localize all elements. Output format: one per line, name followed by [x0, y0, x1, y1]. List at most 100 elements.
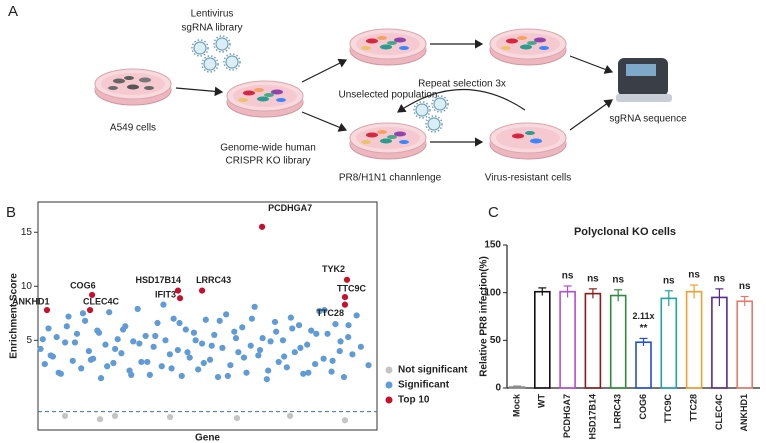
data-point [111, 412, 119, 420]
data-point [275, 358, 282, 366]
x-tick-label: HSD17B14 [587, 394, 597, 440]
data-point [265, 367, 272, 374]
y-tick-label: 10 [21, 281, 33, 292]
point-label: IFIT3 [155, 290, 176, 300]
plot-frame [37, 201, 378, 431]
point-label: TYK2 [322, 264, 345, 274]
data-point [85, 348, 92, 355]
data-point [144, 358, 151, 366]
x-tick-label: ANKHD1 [739, 394, 749, 432]
data-point [43, 306, 51, 314]
data-point [174, 346, 181, 354]
data-point [37, 345, 44, 353]
data-point [130, 338, 137, 345]
data-point [82, 317, 89, 324]
point-label: COG6 [70, 280, 96, 290]
data-point [263, 376, 270, 383]
data-point [174, 287, 182, 294]
data-point [219, 344, 226, 351]
point-label: TTC28 [316, 308, 344, 318]
data-point [329, 357, 336, 364]
data-point [206, 356, 214, 363]
diagram-label: Unselected population [339, 90, 438, 101]
data-point [110, 359, 117, 367]
diagram-label: Repeat selection 3x [418, 79, 506, 90]
data-point [251, 303, 258, 310]
data-point [146, 371, 153, 378]
data-point [39, 336, 46, 343]
data-point [232, 335, 240, 342]
data-point [353, 312, 360, 319]
bar [660, 297, 678, 389]
data-point [341, 293, 349, 301]
diagram-label: Lentivirus [191, 9, 234, 20]
data-point [286, 412, 294, 420]
y-tick-label: 0 [495, 383, 501, 394]
data-point [267, 338, 274, 345]
x-axis-label: Gene [195, 433, 220, 443]
data-point [259, 335, 266, 342]
data-point [305, 369, 312, 376]
point-label: PCDHGA7 [268, 203, 312, 213]
data-point [79, 310, 87, 317]
data-point [231, 328, 238, 335]
bar [609, 294, 627, 389]
data-point [337, 338, 344, 345]
legend-marker [385, 381, 393, 389]
x-tick-label: CLEC4C [714, 394, 724, 431]
workflow-diagram: Lentivirus sgRNA library A549 cells Geno… [94, 9, 687, 184]
data-point [320, 355, 327, 362]
data-point [95, 329, 103, 336]
diagram-label: A549 cells [110, 123, 156, 134]
data-point [71, 339, 79, 346]
data-point [45, 325, 52, 332]
data-point [150, 343, 157, 350]
data-point [47, 352, 54, 359]
data-point [184, 349, 191, 356]
data-point [104, 363, 111, 370]
significance-label: ns [688, 270, 700, 281]
data-point [208, 342, 215, 349]
data-point [119, 326, 127, 333]
data-point [233, 415, 241, 422]
data-point [235, 349, 242, 356]
data-point [227, 362, 234, 369]
data-point [343, 276, 351, 283]
data-point [166, 413, 174, 421]
data-point [211, 331, 218, 339]
bar [533, 290, 551, 389]
data-point [239, 324, 246, 331]
data-point [365, 362, 372, 369]
bar [736, 300, 754, 389]
x-tick-label: WT [537, 394, 547, 408]
y-tick-label: 15 [21, 227, 33, 238]
data-point [202, 316, 209, 323]
x-tick-label: LRRC43 [613, 394, 623, 429]
data-point [62, 339, 69, 346]
diagram-label: PR8/H1N1 channlenge [339, 173, 442, 184]
data-point [297, 344, 304, 351]
data-point [170, 315, 177, 322]
x-tick-label: TTC9C [663, 394, 673, 424]
data-point [198, 287, 206, 294]
data-point [349, 351, 356, 358]
data-point [41, 360, 48, 368]
data-point [304, 341, 311, 348]
data-point [176, 295, 184, 302]
data-point [182, 326, 189, 333]
data-point [240, 354, 248, 361]
point-label: CLEC4C [83, 296, 120, 306]
data-point [134, 305, 141, 313]
bar [711, 296, 728, 389]
data-point [273, 328, 280, 335]
data-point [154, 319, 161, 327]
data-point [102, 341, 109, 348]
data-point [243, 369, 250, 376]
significance-label: ** [640, 323, 648, 334]
bar [584, 292, 602, 389]
data-point [312, 360, 319, 368]
data-point [158, 363, 165, 370]
x-tick-label: TTC28 [688, 394, 698, 422]
data-point [321, 306, 328, 314]
bar [635, 341, 652, 389]
